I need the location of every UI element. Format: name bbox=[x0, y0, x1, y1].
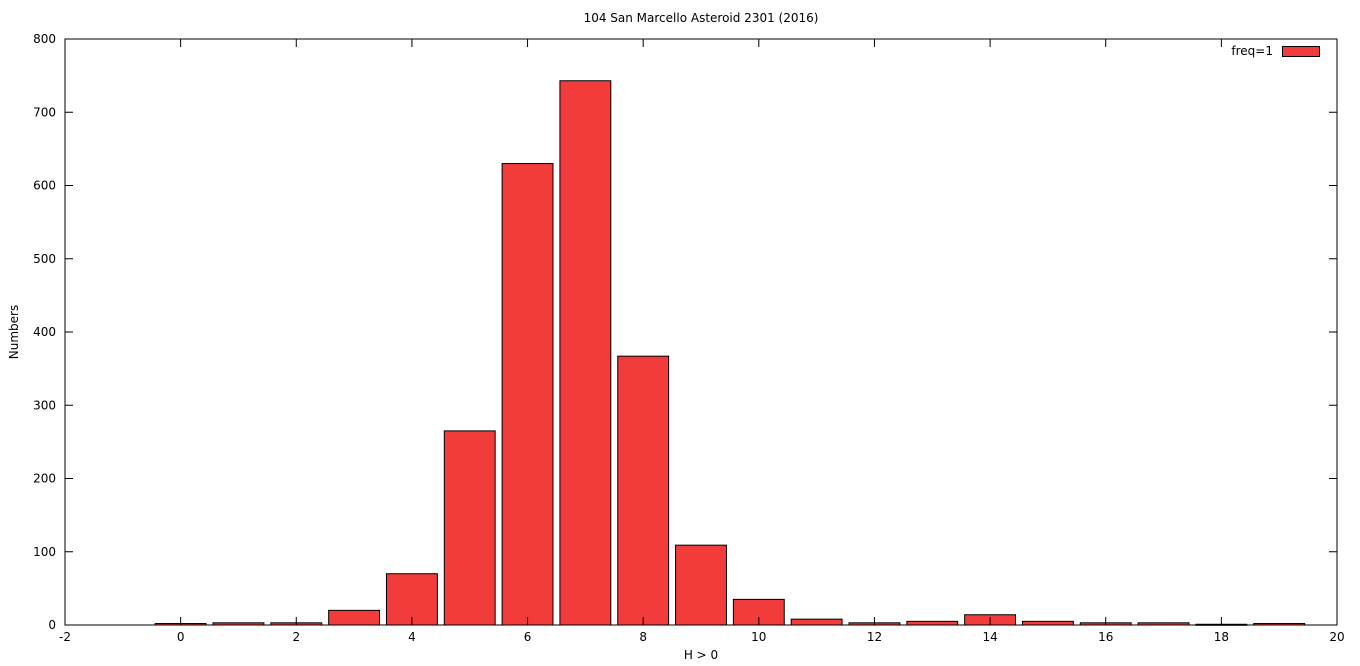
chart-title: 104 San Marcello Asteroid 2301 (2016) bbox=[583, 11, 819, 25]
y-tick-label: 200 bbox=[33, 472, 56, 486]
x-tick-label: 8 bbox=[639, 630, 647, 644]
histogram-bar bbox=[385, 573, 438, 626]
y-tick-label: 500 bbox=[33, 252, 56, 266]
y-tick-label: 400 bbox=[33, 325, 56, 339]
histogram-bar bbox=[1021, 620, 1074, 626]
histogram-bar bbox=[559, 80, 612, 626]
histogram-bar bbox=[443, 430, 496, 626]
histogram-bar bbox=[328, 609, 381, 626]
histogram-bar bbox=[675, 544, 727, 626]
x-tick-label: 0 bbox=[177, 630, 185, 644]
y-tick-label: 100 bbox=[33, 545, 56, 559]
histogram-bar bbox=[790, 618, 843, 626]
legend: freq=1 bbox=[1231, 44, 1320, 58]
histogram-bar bbox=[501, 163, 554, 626]
x-axis-label: H > 0 bbox=[683, 648, 719, 662]
y-tick-label: 800 bbox=[33, 32, 56, 46]
x-tick-label: 20 bbox=[1329, 630, 1344, 644]
y-tick-label: 300 bbox=[33, 398, 56, 412]
plot-border bbox=[64, 38, 1338, 626]
x-tick-label: 10 bbox=[751, 630, 766, 644]
x-tick-label: 12 bbox=[867, 630, 882, 644]
x-tick-label: 4 bbox=[408, 630, 416, 644]
x-tick-label: 2 bbox=[292, 630, 300, 644]
x-tick-label: 18 bbox=[1214, 630, 1229, 644]
histogram-bar bbox=[617, 355, 670, 626]
x-tick-label: -2 bbox=[59, 630, 71, 644]
y-tick-label: 700 bbox=[33, 105, 56, 119]
y-tick-label: 600 bbox=[33, 179, 56, 193]
x-tick-label: 16 bbox=[1098, 630, 1113, 644]
histogram-bar bbox=[906, 620, 959, 626]
legend-swatch bbox=[1282, 45, 1320, 57]
legend-label: freq=1 bbox=[1231, 44, 1273, 58]
y-tick-label: 0 bbox=[48, 618, 56, 632]
x-tick-label: 6 bbox=[524, 630, 532, 644]
x-tick-label: 14 bbox=[982, 630, 997, 644]
